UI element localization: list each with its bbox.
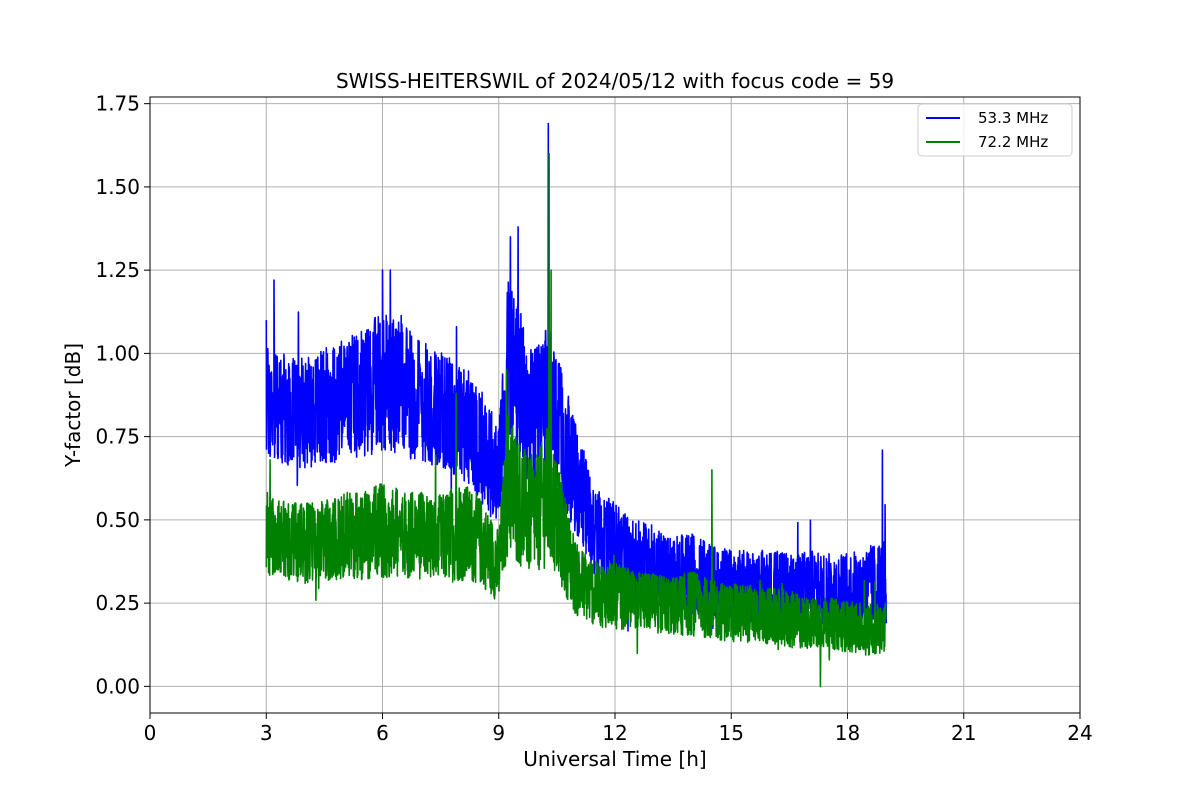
series-line-72-2-mhz bbox=[265, 152, 888, 688]
x-tick-label: 3 bbox=[260, 721, 273, 745]
legend-label: 72.2 MHz bbox=[978, 133, 1048, 151]
chart-title: SWISS-HEITERSWIL of 2024/05/12 with focu… bbox=[336, 69, 894, 93]
y-tick-label: 1.50 bbox=[95, 175, 140, 199]
y-axis-ticks: 0.00 0.25 0.50 0.75 1.00 1.25 1.50 1.75 bbox=[95, 92, 150, 698]
x-tick-label: 21 bbox=[951, 721, 976, 745]
x-tick-label: 24 bbox=[1067, 721, 1092, 745]
x-tick-label: 12 bbox=[602, 721, 627, 745]
x-tick-label: 9 bbox=[492, 721, 505, 745]
x-tick-label: 15 bbox=[719, 721, 744, 745]
x-axis-label: Universal Time [h] bbox=[523, 747, 706, 771]
series-line-53-3-mhz bbox=[265, 122, 888, 649]
y-tick-label: 1.75 bbox=[95, 92, 140, 116]
y-tick-label: 0.00 bbox=[95, 674, 140, 698]
y-tick-label: 1.25 bbox=[95, 258, 140, 282]
y-tick-label: 0.25 bbox=[95, 591, 140, 615]
legend-label: 53.3 MHz bbox=[978, 109, 1048, 127]
x-tick-label: 6 bbox=[376, 721, 389, 745]
x-tick-label: 0 bbox=[144, 721, 157, 745]
x-axis-ticks: 0 3 6 9 12 15 18 21 24 bbox=[144, 713, 1093, 745]
y-tick-label: 0.50 bbox=[95, 508, 140, 532]
legend: 53.3 MHz 72.2 MHz bbox=[917, 103, 1073, 157]
y-tick-label: 1.00 bbox=[95, 341, 140, 365]
y-axis-label: Y-factor [dB] bbox=[61, 343, 85, 468]
y-tick-label: 0.75 bbox=[95, 425, 140, 449]
plot-series-group bbox=[265, 122, 888, 688]
x-tick-label: 18 bbox=[835, 721, 860, 745]
